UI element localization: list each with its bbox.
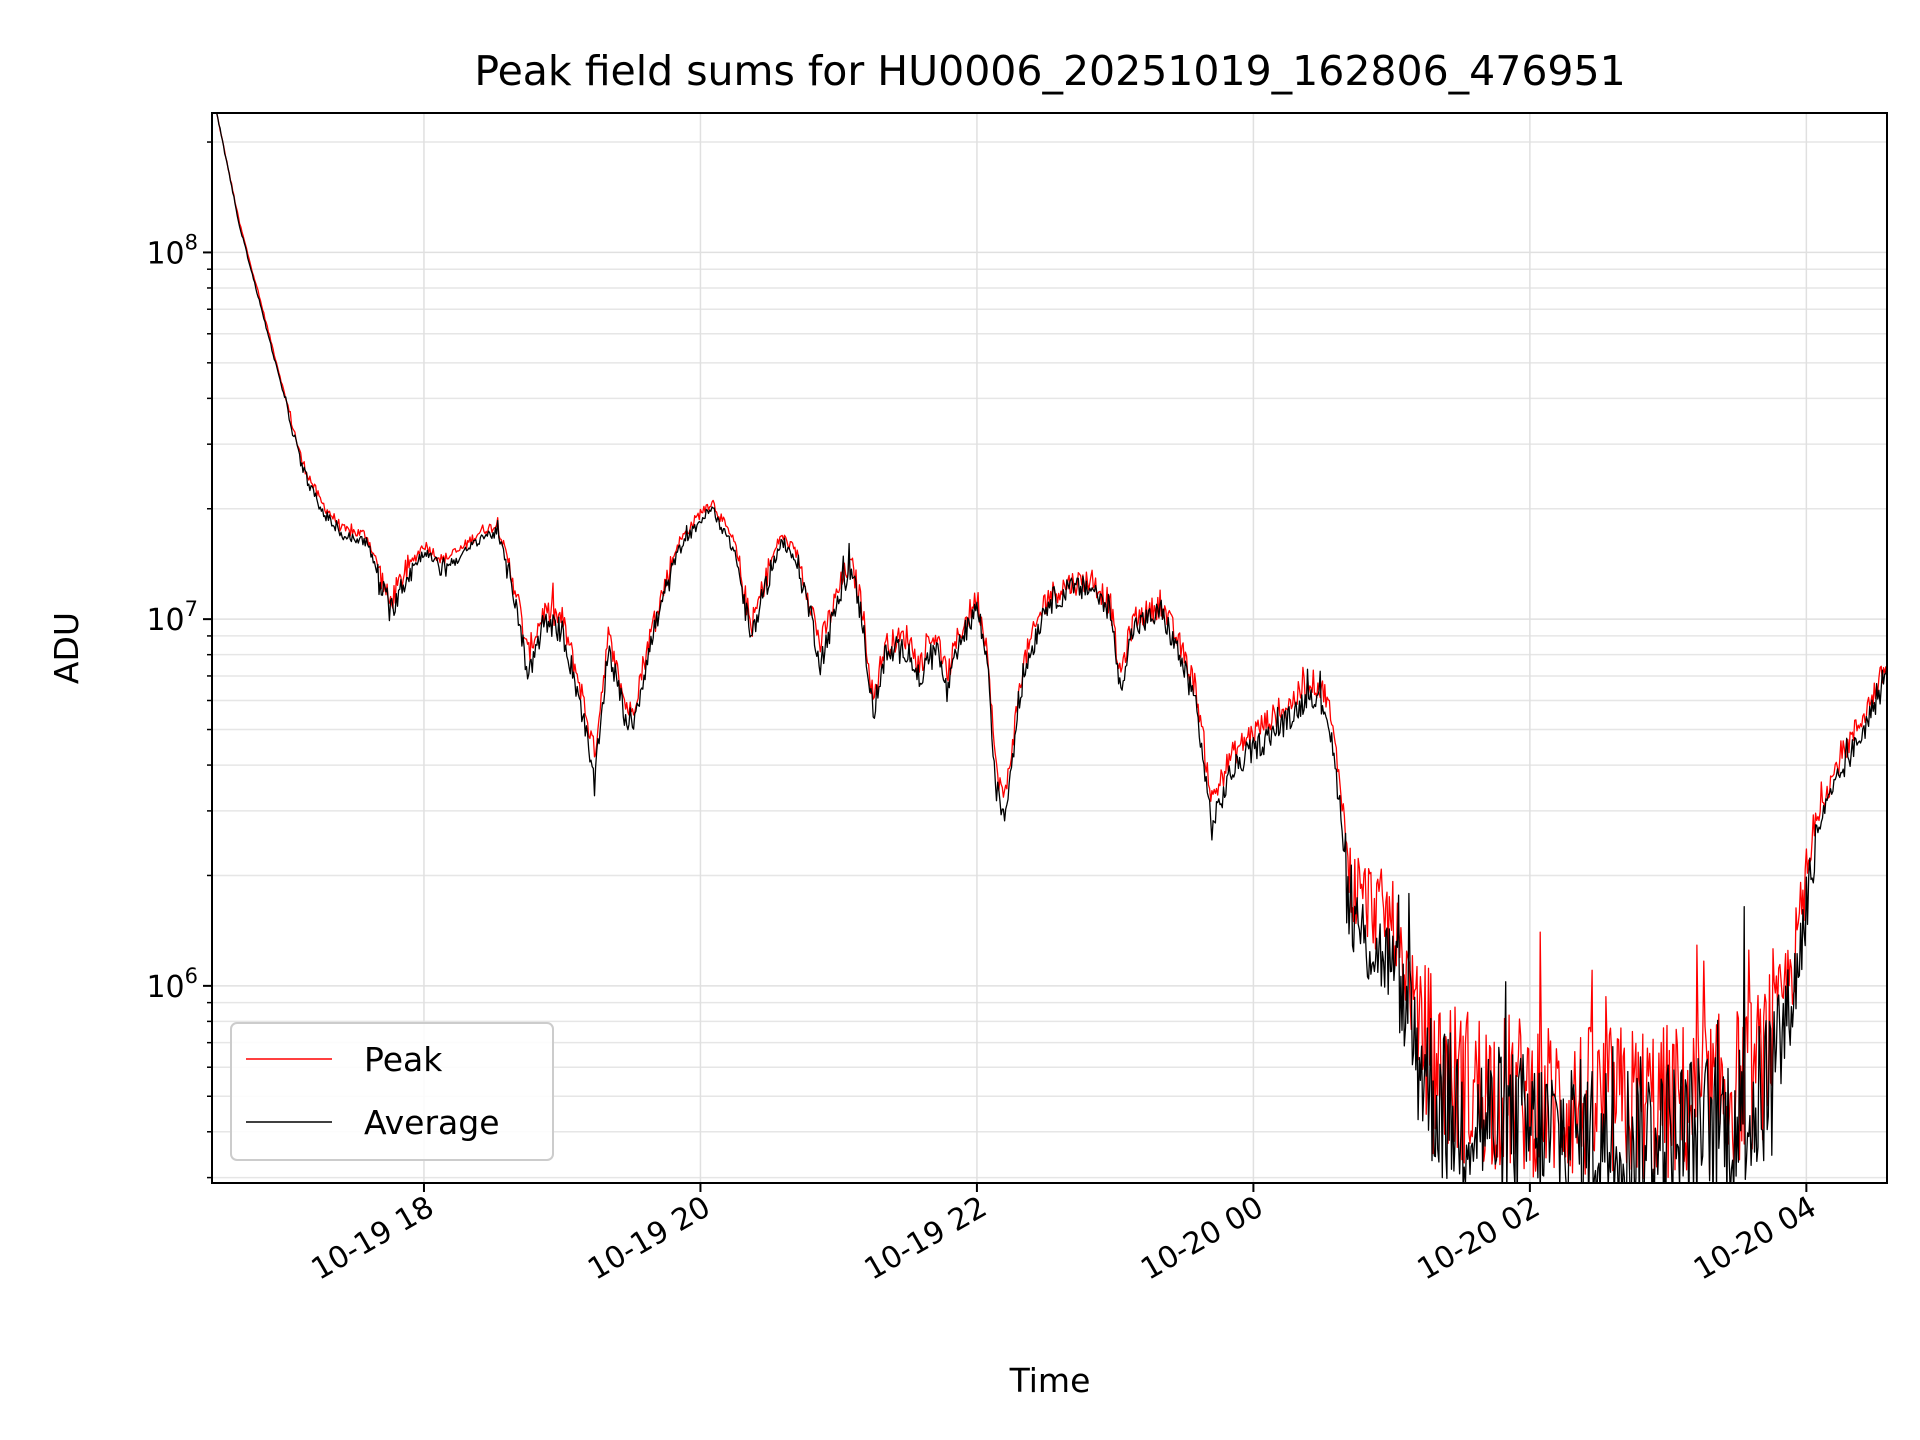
y-axis: 106 107 108 bbox=[146, 141, 212, 1179]
series-layer bbox=[216, 113, 1887, 1183]
legend: Peak Average bbox=[230, 1022, 554, 1161]
plot-frame bbox=[211, 112, 1888, 1184]
chart-title: Peak field sums for HU0006_20251019_1628… bbox=[474, 47, 1625, 95]
series-line-average bbox=[216, 113, 1887, 1183]
y-axis-label: ADU bbox=[47, 612, 86, 684]
y-tick-label: 107 bbox=[146, 597, 198, 638]
legend-label-peak: Peak bbox=[364, 1040, 443, 1079]
series-line-peak bbox=[216, 113, 1887, 1180]
x-axis-label: Time bbox=[1009, 1361, 1091, 1400]
legend-label-average: Average bbox=[364, 1103, 500, 1142]
y-tick-label: 108 bbox=[146, 230, 198, 271]
legend-box bbox=[230, 1022, 554, 1161]
y-tick-label: 106 bbox=[146, 964, 198, 1005]
